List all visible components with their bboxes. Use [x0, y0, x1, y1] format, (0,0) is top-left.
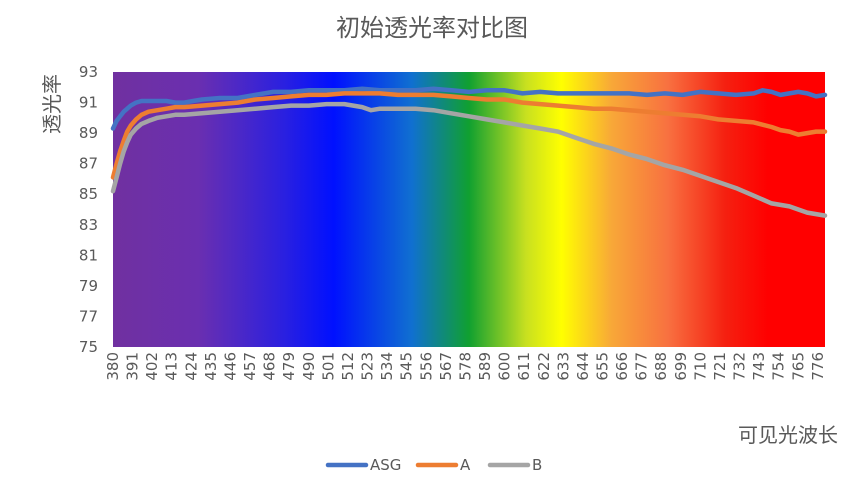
x-tick-label: 743 — [750, 352, 768, 381]
x-tick-label: 523 — [359, 352, 377, 381]
x-tick-label: 732 — [731, 352, 749, 381]
series-lines — [110, 86, 828, 218]
x-tick-label: 765 — [789, 352, 807, 381]
y-tick-label: 91 — [79, 94, 98, 112]
legend-label-b: B — [532, 456, 542, 474]
series-line-asg — [110, 86, 828, 131]
x-axis-title: 可见光波长 — [738, 423, 838, 447]
x-tick-label: 655 — [594, 352, 612, 381]
y-axis-title: 透光率 — [40, 74, 64, 134]
chart-title: 初始透光率对比图 — [336, 14, 528, 42]
x-tick-label: 501 — [319, 352, 337, 381]
y-tick-label: 85 — [79, 185, 98, 203]
y-tick-label: 89 — [79, 124, 98, 142]
x-tick-label: 666 — [613, 352, 631, 381]
x-tick-label: 380 — [104, 352, 122, 381]
x-tick-label: 402 — [143, 352, 161, 381]
x-tick-label: 567 — [437, 352, 455, 381]
x-tick-labels: 380 391 402 413 424 435 446 457 468 479 490 501 512 5… — [104, 352, 827, 381]
x-tick-label: 457 — [241, 352, 259, 381]
x-tick-label: 622 — [535, 352, 553, 381]
x-tick-label: 710 — [691, 352, 709, 381]
x-tick-label: 633 — [554, 352, 572, 381]
x-tick-label: 611 — [515, 352, 533, 381]
x-tick-label: 479 — [280, 352, 298, 381]
x-tick-label: 644 — [574, 352, 592, 381]
x-tick-label: 721 — [711, 352, 729, 381]
x-tick-label: 589 — [476, 352, 494, 381]
y-tick-label: 79 — [79, 277, 98, 295]
y-tick-label: 83 — [79, 216, 98, 234]
x-tick-label: 776 — [809, 352, 827, 381]
x-tick-label: 578 — [456, 352, 474, 381]
x-tick-label: 600 — [496, 352, 514, 381]
x-tick-label: 424 — [182, 352, 200, 381]
x-tick-label: 534 — [378, 352, 396, 381]
x-tick-label: 391 — [124, 352, 142, 381]
x-tick-label: 545 — [398, 352, 416, 381]
y-tick-labels: 75 77 79 81 83 85 87 89 91 93 — [79, 63, 98, 356]
x-tick-label: 446 — [221, 352, 239, 381]
x-tick-label: 435 — [202, 352, 220, 381]
y-tick-label: 75 — [79, 338, 98, 356]
legend-label-a: A — [460, 456, 471, 474]
legend: ASG A B — [325, 456, 542, 474]
x-tick-label: 413 — [163, 352, 181, 381]
x-tick-label: 468 — [261, 352, 279, 381]
y-tick-label: 93 — [79, 63, 98, 81]
legend-label-asg: ASG — [370, 456, 401, 474]
x-tick-label: 490 — [300, 352, 318, 381]
x-tick-label: 754 — [770, 352, 788, 381]
series-line-a — [110, 91, 828, 180]
y-tick-label: 81 — [79, 246, 98, 264]
y-tick-label: 87 — [79, 155, 98, 173]
x-tick-label: 699 — [672, 352, 690, 381]
x-tick-label: 512 — [339, 352, 357, 381]
series-line-b — [110, 101, 828, 218]
x-tick-label: 688 — [652, 352, 670, 381]
x-tick-label: 556 — [417, 352, 435, 381]
x-tick-label: 677 — [633, 352, 651, 381]
y-tick-label: 77 — [79, 307, 98, 325]
